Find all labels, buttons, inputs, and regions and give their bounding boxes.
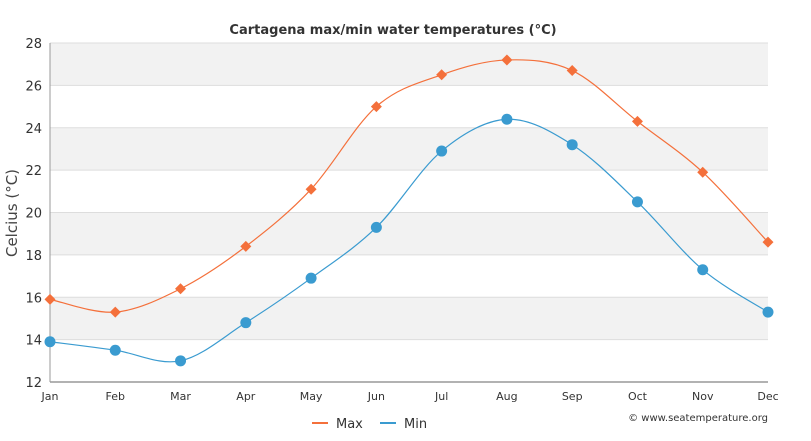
credit-text: © www.seatemperature.org bbox=[628, 413, 768, 424]
y-tick-label: 14 bbox=[25, 334, 42, 349]
y-tick-label: 24 bbox=[25, 122, 42, 137]
data-point-min bbox=[370, 221, 382, 233]
x-tick-label: Dec bbox=[757, 390, 778, 403]
data-point-max bbox=[305, 183, 317, 195]
series-line-max bbox=[49, 59, 769, 313]
x-tick-labels: Jan Feb Mar Apr May Jun Jul Aug Sep Oct Nov Dec bbox=[41, 390, 779, 403]
plot-band bbox=[50, 212, 768, 255]
data-point-min bbox=[240, 317, 252, 329]
data-point-min bbox=[631, 196, 643, 208]
y-tick-label: 20 bbox=[25, 207, 42, 222]
data-point-max bbox=[44, 293, 56, 305]
x-tick-label: Apr bbox=[236, 390, 256, 403]
data-point-max bbox=[566, 65, 578, 77]
data-point-min bbox=[762, 306, 774, 318]
y-tick-labels: 12 14 16 18 20 22 24 26 28 bbox=[25, 37, 42, 391]
chart-title: Cartagena max/min water temperatures (°C… bbox=[229, 23, 556, 38]
x-tick-label: Aug bbox=[496, 390, 517, 403]
data-point-min bbox=[501, 113, 513, 125]
data-point-min bbox=[305, 272, 317, 284]
y-tick-label: 12 bbox=[25, 376, 42, 391]
data-point-max bbox=[370, 101, 382, 113]
data-point-max bbox=[175, 283, 187, 295]
data-point-max bbox=[631, 115, 643, 127]
y-axis-label: Celcius (°C) bbox=[3, 169, 21, 257]
plot-bands bbox=[50, 43, 768, 340]
x-tick-label: Nov bbox=[692, 390, 714, 403]
data-point-min bbox=[175, 355, 187, 367]
data-point-min bbox=[44, 336, 56, 348]
x-tick-label: Feb bbox=[106, 390, 125, 403]
plot-band bbox=[50, 297, 768, 340]
grid-lines bbox=[50, 42, 768, 383]
y-tick-label: 18 bbox=[25, 249, 42, 264]
legend-label-max: Max bbox=[336, 417, 363, 432]
data-point-min bbox=[436, 145, 448, 157]
data-point-max bbox=[109, 306, 121, 318]
data-point-max bbox=[436, 69, 448, 81]
legend: Max Min bbox=[312, 417, 427, 432]
data-point-max bbox=[501, 54, 513, 66]
y-tick-label: 28 bbox=[25, 37, 42, 52]
data-point-max bbox=[240, 240, 252, 252]
y-tick-label: 16 bbox=[25, 291, 42, 306]
plot-band bbox=[50, 43, 768, 86]
x-tick-label: Mar bbox=[170, 390, 191, 403]
x-tick-label: Sep bbox=[562, 390, 583, 403]
y-tick-label: 26 bbox=[25, 79, 42, 94]
y-tick-label: 22 bbox=[25, 164, 42, 179]
x-tick-label: May bbox=[300, 390, 323, 403]
data-point-min bbox=[566, 139, 578, 151]
data-point-min bbox=[697, 264, 709, 276]
axes bbox=[49, 43, 768, 383]
data-point-max bbox=[762, 236, 774, 248]
x-tick-label: Jan bbox=[41, 390, 59, 403]
plot-band bbox=[50, 127, 768, 171]
series-markers bbox=[44, 54, 774, 367]
data-point-max bbox=[697, 166, 709, 178]
x-tick-label: Oct bbox=[628, 390, 648, 403]
x-tick-label: Jul bbox=[434, 390, 448, 403]
data-point-min bbox=[109, 344, 121, 356]
x-tick-label: Jun bbox=[367, 390, 385, 403]
legend-label-min: Min bbox=[404, 417, 427, 432]
